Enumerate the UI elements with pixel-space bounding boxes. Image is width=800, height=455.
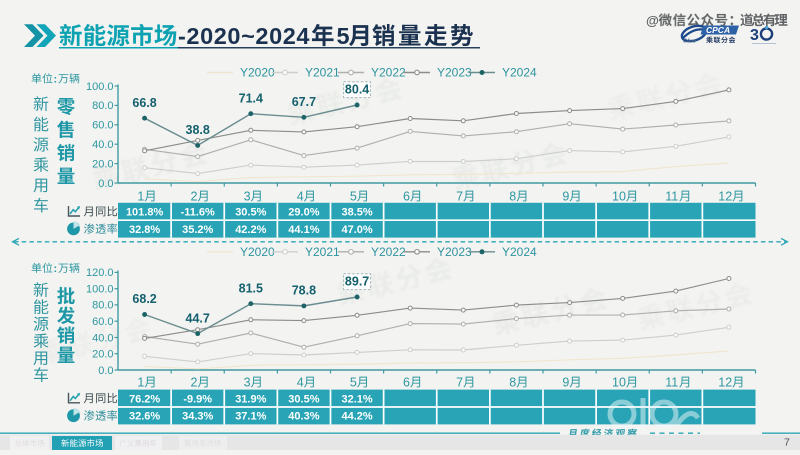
svg-text:Y2022: Y2022	[371, 245, 406, 259]
svg-text:0.0: 0.0	[98, 365, 113, 377]
svg-text:78.8: 78.8	[292, 284, 316, 298]
svg-text:-9.9%: -9.9%	[183, 393, 212, 405]
svg-text:38.8: 38.8	[186, 123, 210, 137]
svg-text:5: 5	[337, 23, 350, 49]
svg-text:1: 1	[137, 190, 144, 204]
svg-text:10: 10	[612, 376, 626, 390]
svg-text:3: 3	[244, 190, 251, 204]
svg-text::: :	[54, 74, 58, 86]
svg-text:Y2024: Y2024	[502, 245, 537, 259]
svg-text:6: 6	[403, 190, 410, 204]
svg-text:31.9%: 31.9%	[235, 393, 266, 405]
svg-text:4: 4	[297, 376, 304, 390]
svg-text:38.5%: 38.5%	[341, 207, 372, 219]
svg-text:11: 11	[665, 190, 678, 204]
svg-text:-11.6%: -11.6%	[181, 207, 215, 219]
svg-text:3: 3	[244, 376, 251, 390]
svg-text:44.7: 44.7	[186, 311, 210, 325]
svg-text:Y2020: Y2020	[240, 66, 275, 80]
svg-text:1: 1	[137, 376, 144, 390]
svg-text:67.7: 67.7	[292, 95, 316, 109]
svg-text:40.0: 40.0	[92, 139, 113, 151]
svg-text:5: 5	[350, 376, 357, 390]
svg-text:81.5: 81.5	[239, 281, 263, 295]
svg-text:35.2%: 35.2%	[182, 224, 213, 236]
svg-text:42.2%: 42.2%	[235, 224, 266, 236]
svg-text:@: @	[646, 13, 659, 28]
svg-text:80.4: 80.4	[345, 83, 369, 97]
svg-text::: :	[54, 263, 58, 275]
svg-text:76.2%: 76.2%	[129, 393, 160, 405]
svg-text:7: 7	[456, 190, 463, 204]
svg-text:Y2024: Y2024	[502, 66, 537, 80]
svg-text:12: 12	[718, 376, 732, 390]
svg-text:29.0%: 29.0%	[288, 207, 319, 219]
svg-text:60.0: 60.0	[92, 120, 113, 132]
svg-text:20.0: 20.0	[92, 158, 113, 170]
svg-text:CPCA: CPCA	[706, 25, 730, 35]
svg-text:89.7: 89.7	[345, 275, 369, 289]
svg-text:Y2023: Y2023	[437, 245, 472, 259]
svg-text:Y2021: Y2021	[305, 66, 340, 80]
svg-text:30.5%: 30.5%	[235, 207, 266, 219]
svg-text:2: 2	[191, 376, 198, 390]
svg-text:Y2023: Y2023	[437, 66, 472, 80]
svg-text:101.8%: 101.8%	[126, 207, 164, 219]
svg-text:37.1%: 37.1%	[235, 411, 266, 423]
svg-text:6: 6	[403, 376, 410, 390]
svg-text:44.1%: 44.1%	[288, 224, 319, 236]
svg-text:100.0: 100.0	[86, 81, 114, 93]
svg-text:-2020~2024: -2020~2024	[178, 23, 310, 49]
svg-text:8: 8	[509, 376, 516, 390]
svg-text:Y2021: Y2021	[305, 245, 340, 259]
svg-text:4: 4	[297, 190, 304, 204]
svg-text:71.4: 71.4	[239, 91, 263, 105]
svg-text:9: 9	[562, 376, 569, 390]
svg-text:3: 3	[750, 27, 759, 44]
svg-text:2: 2	[191, 190, 198, 204]
svg-text:20.0: 20.0	[92, 349, 113, 361]
svg-text:66.8: 66.8	[132, 96, 156, 110]
svg-text:30.5%: 30.5%	[288, 393, 319, 405]
svg-text:68.2: 68.2	[132, 292, 156, 306]
svg-text:40.0: 40.0	[92, 332, 113, 344]
svg-text:32.8%: 32.8%	[129, 224, 160, 236]
svg-text:47.0%: 47.0%	[341, 224, 372, 236]
svg-text:Y2022: Y2022	[371, 66, 406, 80]
svg-text:5: 5	[350, 190, 357, 204]
svg-text:34.3%: 34.3%	[182, 411, 213, 423]
svg-text:60.0: 60.0	[92, 316, 113, 328]
svg-text:CAve: CAve	[683, 39, 696, 45]
svg-text:10: 10	[612, 190, 626, 204]
svg-text:7: 7	[784, 437, 790, 449]
svg-text:80.0: 80.0	[92, 300, 113, 312]
svg-text:32.1%: 32.1%	[341, 393, 372, 405]
svg-text:7: 7	[456, 376, 463, 390]
svg-text:100.0: 100.0	[86, 284, 114, 296]
svg-text:32.6%: 32.6%	[129, 411, 160, 423]
svg-text:120.0: 120.0	[86, 267, 114, 279]
svg-text:80.0: 80.0	[92, 100, 113, 112]
svg-text:8: 8	[509, 190, 516, 204]
svg-text:11: 11	[665, 376, 678, 390]
svg-text:9: 9	[562, 190, 569, 204]
svg-text:40.3%: 40.3%	[288, 411, 319, 423]
svg-text:0.0: 0.0	[98, 178, 113, 190]
svg-text:44.2%: 44.2%	[341, 411, 372, 423]
svg-text:Y2020: Y2020	[240, 245, 275, 259]
svg-text:12: 12	[718, 190, 732, 204]
